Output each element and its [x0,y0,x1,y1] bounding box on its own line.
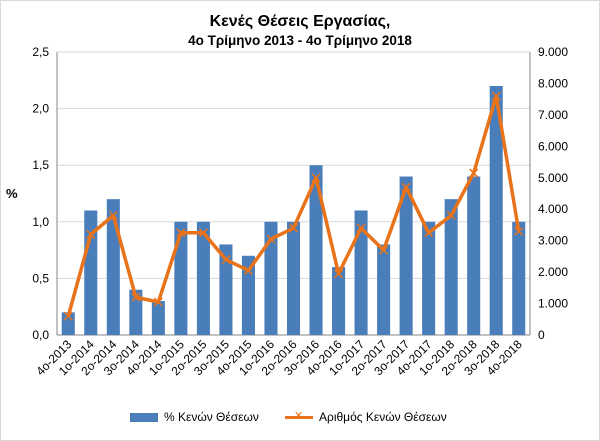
line-point-marker [491,91,501,101]
legend-line-swatch [285,409,313,422]
line-point-marker [176,228,186,238]
bar [219,244,233,335]
line-point-marker [379,245,389,255]
legend-line-label: Αριθμός Κενών Θέσεων [319,410,447,424]
bar [377,244,391,335]
chart-title: Κενές Θέσεις Εργασίας, 4ο Τρίμηνο 2013 -… [0,12,600,50]
bar [489,85,503,336]
legend-item-bar: % Κενών Θέσεων [130,410,259,424]
bar [309,165,323,335]
line-point-marker [446,210,456,221]
line-point-marker [356,223,366,233]
y-left-tick-label: 1,0 [32,215,49,229]
line-point-marker [108,210,118,221]
y-left-tick-label: 0,0 [32,328,49,342]
bar [241,255,255,335]
y-right-tick-label: 5.000 [538,171,568,185]
y-right-tick-label: 3.000 [538,234,568,248]
line-point-marker [334,269,344,279]
line-point-marker [198,228,208,238]
bar [61,312,75,335]
y-left-tick-label: 2,5 [32,45,49,59]
y-right-tick-label: 6.000 [538,139,568,153]
line-point-marker [401,182,411,192]
legend-bar-swatch [130,412,158,422]
line-point-marker [514,226,524,236]
bar [151,301,165,335]
bar [196,221,210,335]
bar [286,221,301,335]
line-point-marker [424,228,434,238]
y-left-tick-label: 0,5 [32,271,49,285]
bar [354,210,368,335]
bar [422,221,436,335]
line-point-marker [288,223,299,233]
y-left-tick-label: 1,5 [32,158,49,172]
line-point-marker [311,173,321,183]
bar [444,199,458,335]
bar [512,221,526,335]
y-right-tick-label: 1.000 [538,297,568,311]
line-point-marker [63,311,73,321]
chart-title-line2: 4ο Τρίμηνο 2013 - 4ο Τρίμηνο 2018 [188,33,412,48]
line-point-marker [131,292,141,302]
bar [467,176,481,335]
chart-title-line1: Κενές Θέσεις Εργασίας, [209,13,391,30]
line-point-marker [243,266,253,276]
legend-bar-label: % Κενών Θέσεων [164,410,259,424]
line-point-marker [266,234,276,244]
y-right-tick-label: 2.000 [538,265,568,279]
bar [332,267,346,335]
bar [174,221,188,335]
chart-legend: % Κενών Θέσεων Αριθμός Κενών Θέσεων [0,409,600,430]
line-point-marker [469,168,479,178]
bar [264,221,278,335]
y-right-tick-label: 8.000 [538,76,568,90]
y-right-tick-label: 7.000 [538,108,568,122]
bar [399,176,413,335]
line-point-marker [86,229,96,239]
line-point-marker [221,255,231,265]
y-right-tick-label: 4.000 [538,202,568,216]
line-point-marker [153,297,163,307]
legend-item-line: Αριθμός Κενών Θέσεων [285,409,447,424]
y-axis-left-label: % [6,186,18,201]
y-right-tick-label: 0 [538,328,545,342]
y-right-tick-label: 9.000 [538,45,568,59]
y-left-tick-label: 2,0 [32,102,49,116]
